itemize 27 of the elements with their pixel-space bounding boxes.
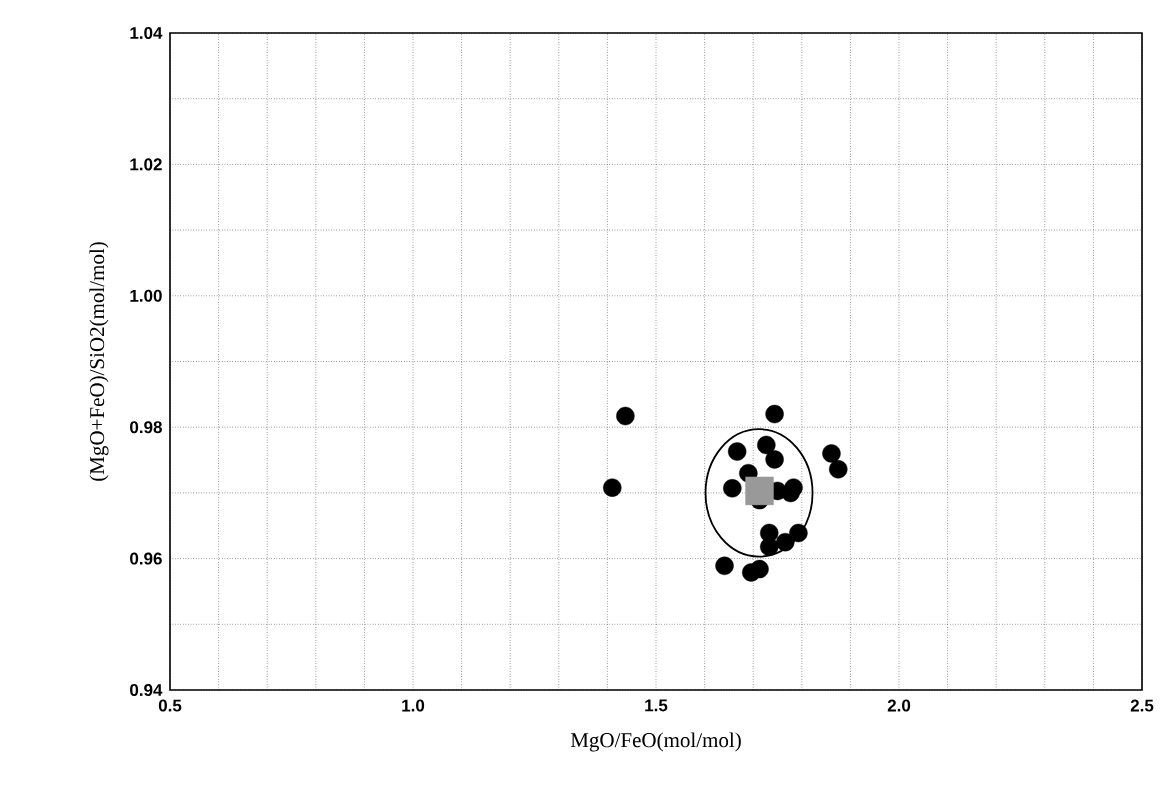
y-tick-label: 1.00: [130, 289, 162, 302]
point: [723, 479, 742, 498]
point: [745, 476, 774, 506]
x-tick-label: 2.0: [887, 699, 911, 712]
x-axis-title: MgO/FeO(mol/mol): [570, 732, 741, 752]
point: [765, 404, 784, 424]
point: [822, 444, 841, 463]
point: [727, 442, 747, 461]
point: [750, 559, 769, 579]
y-tick-label: 0.94: [130, 683, 163, 697]
x-tick-label: 1.0: [402, 699, 425, 712]
y-tick-label: 0.98: [130, 421, 162, 434]
point: [760, 537, 779, 556]
point: [829, 460, 848, 479]
point: [789, 523, 808, 543]
y-tick-label: 1.02: [130, 158, 162, 171]
y-tick-label: 1.04: [130, 26, 163, 40]
y-tick-label: 0.96: [130, 552, 162, 565]
x-tick-label: 1.5: [645, 699, 668, 712]
point: [603, 478, 622, 497]
x-tick-label: 2.5: [1130, 699, 1154, 712]
x-tick-label: 0.5: [158, 699, 182, 712]
point: [765, 450, 784, 469]
point: [616, 406, 635, 426]
point: [757, 435, 776, 455]
y-axis-title: (MgO+FeO)/SiO2(mol/mol): [89, 242, 109, 481]
point: [715, 556, 734, 576]
